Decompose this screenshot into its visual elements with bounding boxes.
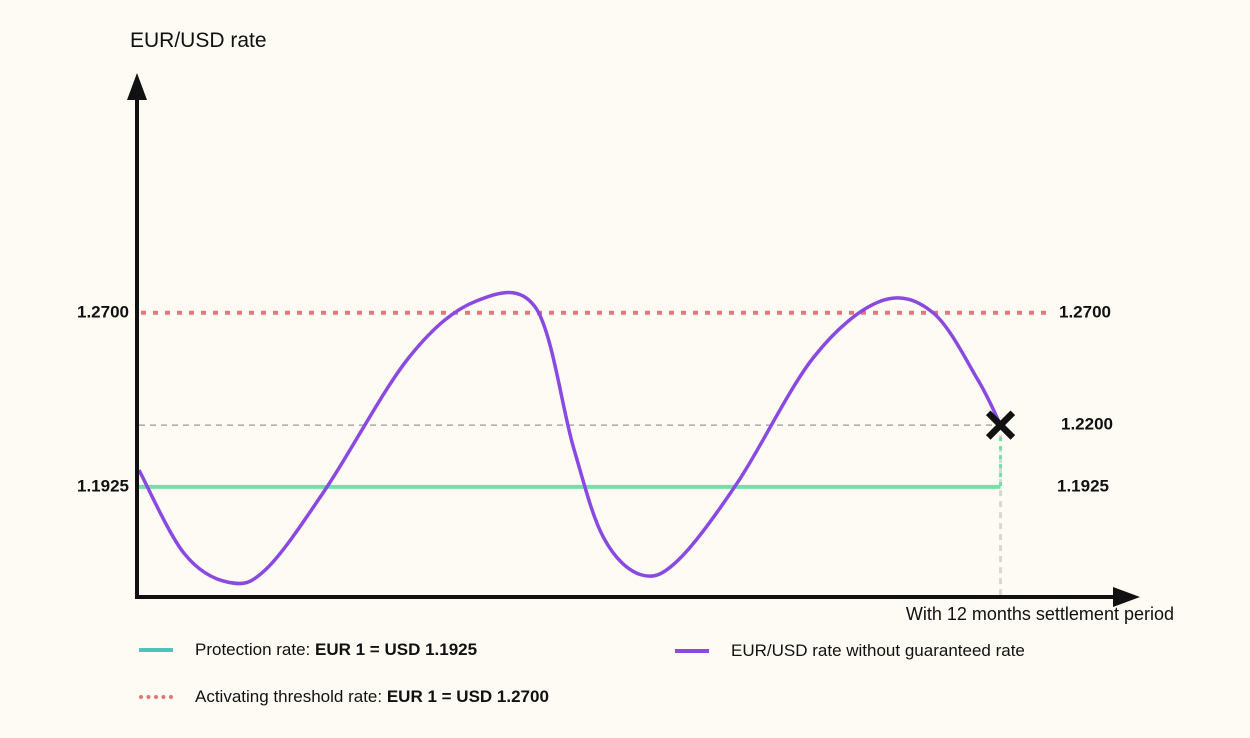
eurusd-series-line (137, 290, 1003, 586)
settlement-label: 1.2200 (1061, 415, 1113, 434)
legend-threshold: Activating threshold rate: EUR 1 = USD 1… (139, 687, 549, 707)
y-axis-arrow-icon (127, 73, 147, 100)
legend-protection-value: EUR 1 = USD 1.1925 (315, 640, 478, 659)
x-mark-icon (985, 410, 1016, 440)
threshold-label-left: 1.2700 (77, 302, 129, 321)
protection-label-right: 1.1925 (1057, 476, 1109, 495)
legend-threshold-value: EUR 1 = USD 1.2700 (386, 687, 549, 706)
legend-threshold-label: Activating threshold rate: (195, 687, 383, 706)
legend-series-label: EUR/USD rate without guaranteed rate (731, 641, 1025, 660)
legend-threshold-swatch (139, 695, 173, 699)
legend-series: EUR/USD rate without guaranteed rate (675, 641, 1025, 661)
legend-protection-label: Protection rate: (195, 640, 311, 659)
x-axis-title: With 12 months settlement period (906, 604, 1174, 624)
legend-series-swatch (675, 649, 709, 653)
threshold-label-right: 1.2700 (1059, 302, 1111, 321)
x-axis-arrow-icon (1113, 587, 1140, 607)
y-axis-title: EUR/USD rate (130, 29, 267, 52)
protection-label-left: 1.1925 (77, 476, 129, 495)
legend-protection: Protection rate: EUR 1 = USD 1.1925 (139, 640, 477, 660)
legend-protection-swatch (139, 648, 173, 652)
